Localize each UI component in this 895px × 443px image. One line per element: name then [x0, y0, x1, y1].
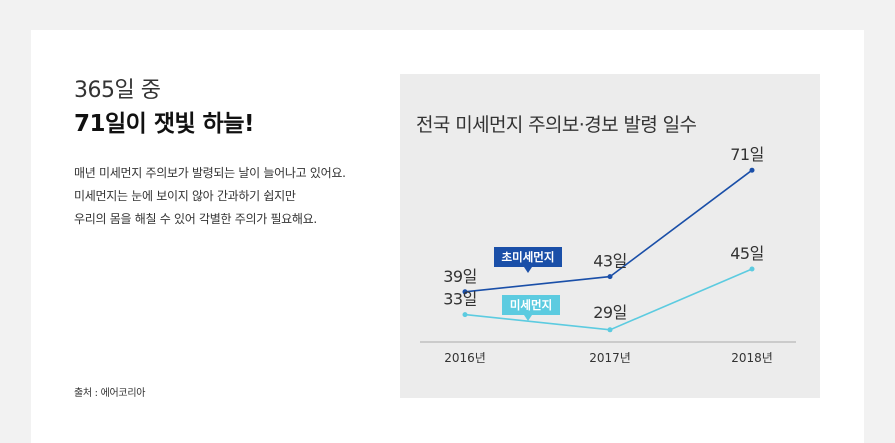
intro-section: 365일 중 71일이 잿빛 하늘! 매년 미세먼지 주의보가 발령되는 날이 … [74, 76, 394, 231]
legend-label: 미세먼지 [510, 298, 552, 312]
chart-title: 전국 미세먼지 주의보·경보 발령 일수 [416, 114, 697, 136]
legend-label: 초미세먼지 [502, 250, 555, 264]
data-label: 29일 [593, 303, 627, 322]
line-chart: 2016년 2017년 2018년 39일 43일 71일 33일 29일 45일 초미세먼지미세… [420, 145, 796, 365]
description-line: 우리의 몸을 해칠 수 있어 각별한 주의가 필요해요. [74, 212, 317, 226]
x-tick-label: 2018년 [731, 351, 773, 365]
legend-tag-pointer [524, 267, 532, 273]
chart-panel: 전국 미세먼지 주의보·경보 발령 일수 2016년 2017년 2018년 39일 4… [400, 74, 820, 398]
data-label: 71일 [730, 145, 764, 164]
description-line: 매년 미세먼지 주의보가 발령되는 날이 늘어나고 있어요. [74, 166, 346, 180]
x-tick-label: 2017년 [589, 351, 631, 365]
description-line: 미세먼지는 눈에 보이지 않아 간과하기 쉽지만 [74, 189, 296, 203]
data-point [607, 274, 613, 280]
headline-main: 71일이 잿빛 하늘! [74, 111, 254, 137]
data-label: 39일 [443, 267, 477, 286]
description: 매년 미세먼지 주의보가 발령되는 날이 늘어나고 있어요. 미세먼지는 눈에 … [74, 162, 394, 231]
data-label: 43일 [593, 252, 627, 271]
x-tick-label: 2016년 [444, 351, 486, 365]
data-label: 45일 [730, 244, 764, 263]
data-point [749, 266, 755, 272]
data-point [749, 167, 755, 173]
legend-tag [502, 295, 560, 315]
legend-tag-pointer [524, 315, 532, 321]
legend-tag [494, 247, 562, 267]
data-point [462, 289, 468, 295]
data-label: 33일 [443, 290, 477, 309]
data-point [607, 327, 613, 333]
headline-sub: 365일 중 [74, 78, 161, 103]
data-point [462, 312, 468, 318]
source-note: 출처 : 에어코리아 [74, 388, 146, 399]
series-line [464, 169, 753, 293]
